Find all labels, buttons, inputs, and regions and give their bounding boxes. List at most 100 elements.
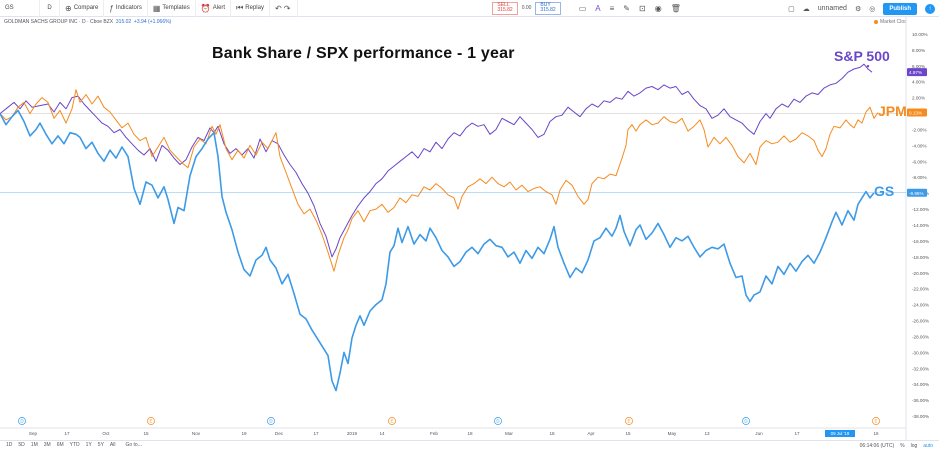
- y-tick-label: 8.00%: [912, 48, 925, 53]
- earnings-marker[interactable]: [872, 417, 880, 425]
- spread-value: 0.00: [521, 5, 532, 11]
- x-tick-label: May: [668, 431, 677, 436]
- compare-button[interactable]: ⊕ Compare: [60, 0, 105, 17]
- x-tick-label: 13: [704, 431, 710, 436]
- price-badge-label: 0.13%: [909, 111, 922, 116]
- earnings-marker[interactable]: [147, 417, 155, 425]
- range-button-5d[interactable]: 5D: [18, 442, 25, 448]
- range-button-1d[interactable]: 1D: [6, 442, 13, 448]
- x-tick-label: Feb: [430, 431, 438, 436]
- range-button-1m[interactable]: 1M: [30, 442, 38, 448]
- range-button-ytd[interactable]: YTD: [69, 442, 80, 448]
- x-tick-label: Mar: [505, 431, 513, 436]
- cloud-icon[interactable]: ☁: [802, 5, 810, 13]
- text-color-icon[interactable]: A: [595, 3, 601, 13]
- range-button-all[interactable]: All: [109, 442, 116, 448]
- x-tick-label: Oct: [102, 431, 110, 436]
- earnings-marker-label: E: [150, 419, 153, 424]
- range-button-6m[interactable]: 6M: [56, 442, 64, 448]
- log-toggle[interactable]: log: [910, 442, 918, 449]
- y-tick-label: 6.00%: [912, 64, 925, 69]
- x-tick-label: Nov: [192, 431, 201, 436]
- x-tick-label: 15: [143, 431, 149, 436]
- current-date-label: 09 Jul '19: [831, 431, 850, 436]
- legend-change: +3.94 (+1.066%): [133, 19, 172, 25]
- templates-icon: ▦: [152, 3, 161, 13]
- drawing-tools: ▭ A ≡ ✎ ⊡ ◉ 🗑: [579, 4, 681, 13]
- range-button-1y[interactable]: 1Y: [85, 442, 92, 448]
- line-width-icon[interactable]: ≡: [609, 3, 615, 13]
- compare-label: Compare: [73, 5, 99, 11]
- x-tick-label: Sep: [29, 431, 38, 436]
- y-tick-label: -22.00%: [912, 287, 929, 292]
- trash-icon[interactable]: 🗑: [670, 3, 681, 13]
- series-line-jpm[interactable]: [0, 89, 879, 272]
- camera-icon[interactable]: ◎: [869, 5, 876, 13]
- x-tick-label: 17: [64, 431, 70, 436]
- y-tick-label: -24.00%: [912, 303, 929, 308]
- dividend-marker[interactable]: [18, 417, 26, 425]
- visibility-icon[interactable]: ◉: [654, 3, 662, 13]
- layout-name[interactable]: unnamed: [817, 5, 847, 12]
- y-tick-label: 10.00%: [912, 32, 928, 37]
- redo-icon[interactable]: ↷: [283, 3, 291, 13]
- undo-redo-group: ↶ ↷: [270, 0, 299, 17]
- goto-button[interactable]: Go to...: [125, 442, 142, 448]
- rectangle-icon[interactable]: ▭: [578, 3, 587, 13]
- range-button-3m[interactable]: 3M: [43, 442, 51, 448]
- y-tick-label: -6.00%: [912, 159, 927, 164]
- range-button-5y[interactable]: 5Y: [97, 442, 104, 448]
- series-label-jpm: JPM: [878, 102, 907, 119]
- fullscreen-icon[interactable]: ▢: [788, 5, 795, 13]
- price-badge-label: 4.97%: [909, 70, 922, 75]
- lock-icon[interactable]: ⊡: [639, 3, 646, 13]
- symbol-search[interactable]: GS: [0, 0, 40, 17]
- replay-button[interactable]: ⏮ Replay: [231, 0, 270, 17]
- interval-selector[interactable]: D: [40, 0, 60, 17]
- dividend-marker[interactable]: [267, 417, 275, 425]
- y-tick-label: -36.00%: [912, 398, 929, 403]
- clock-time[interactable]: 06:14:06 (UTC): [859, 442, 895, 449]
- status-dot: [874, 19, 878, 24]
- toolbar-right: ▢ ☁ unnamed ⚙ ◎ Publish ↑: [788, 0, 939, 17]
- sell-button[interactable]: SELL 315.82: [492, 1, 518, 15]
- gear-icon[interactable]: ⚙: [854, 5, 862, 13]
- undo-icon[interactable]: ↶: [274, 3, 282, 13]
- interval-label: D: [47, 5, 52, 11]
- buy-button[interactable]: BUY 315.82: [535, 1, 561, 15]
- dividend-marker[interactable]: [494, 417, 502, 425]
- brush-icon[interactable]: ✎: [623, 3, 630, 13]
- y-tick-label: -14.00%: [912, 223, 929, 228]
- dividend-marker[interactable]: [742, 417, 750, 425]
- y-tick-label: 4.00%: [912, 80, 925, 85]
- templates-button[interactable]: ▦ Templates: [148, 0, 196, 17]
- series-line-gs[interactable]: [0, 109, 875, 392]
- y-tick-label: -18.00%: [912, 255, 929, 260]
- earnings-marker[interactable]: [388, 417, 396, 425]
- percent-toggle[interactable]: %: [900, 442, 905, 449]
- y-tick-label: -38.00%: [912, 414, 929, 419]
- x-tick-label: Dec: [275, 431, 284, 436]
- y-tick-label: -34.00%: [912, 382, 929, 387]
- y-tick-label: -12.00%: [912, 207, 929, 212]
- earnings-marker[interactable]: [625, 417, 633, 425]
- alert-button[interactable]: ⏰ Alert: [196, 0, 232, 17]
- bottom-bar: 1D 5D 1M 3M 6M YTD 1Y 5Y All Go to... 06:14:06 (…: [0, 440, 939, 449]
- publish-button[interactable]: Publish: [883, 2, 917, 15]
- price-scale[interactable]: [906, 17, 939, 440]
- auto-toggle[interactable]: auto: [923, 442, 933, 449]
- indicators-button[interactable]: ƒ Indicators: [104, 0, 148, 17]
- series-end-dot: [866, 64, 870, 68]
- y-tick-label: -20.00%: [912, 271, 929, 276]
- x-tick-label: 15: [625, 431, 631, 436]
- x-tick-label: 16: [873, 431, 879, 436]
- buy-price: 315.82: [540, 7, 556, 13]
- chart-legend: GOLDMAN SACHS GROUP INC · D · Cboe BZX 3…: [4, 19, 171, 25]
- price-badge: [907, 68, 927, 77]
- arrow-up-circle-icon[interactable]: ↑: [925, 3, 935, 14]
- price-badge-label: -9.95%: [909, 191, 924, 196]
- indicators-icon: ƒ: [109, 3, 114, 13]
- x-tick-label: 18: [467, 431, 473, 436]
- y-tick-label: -30.00%: [912, 350, 929, 355]
